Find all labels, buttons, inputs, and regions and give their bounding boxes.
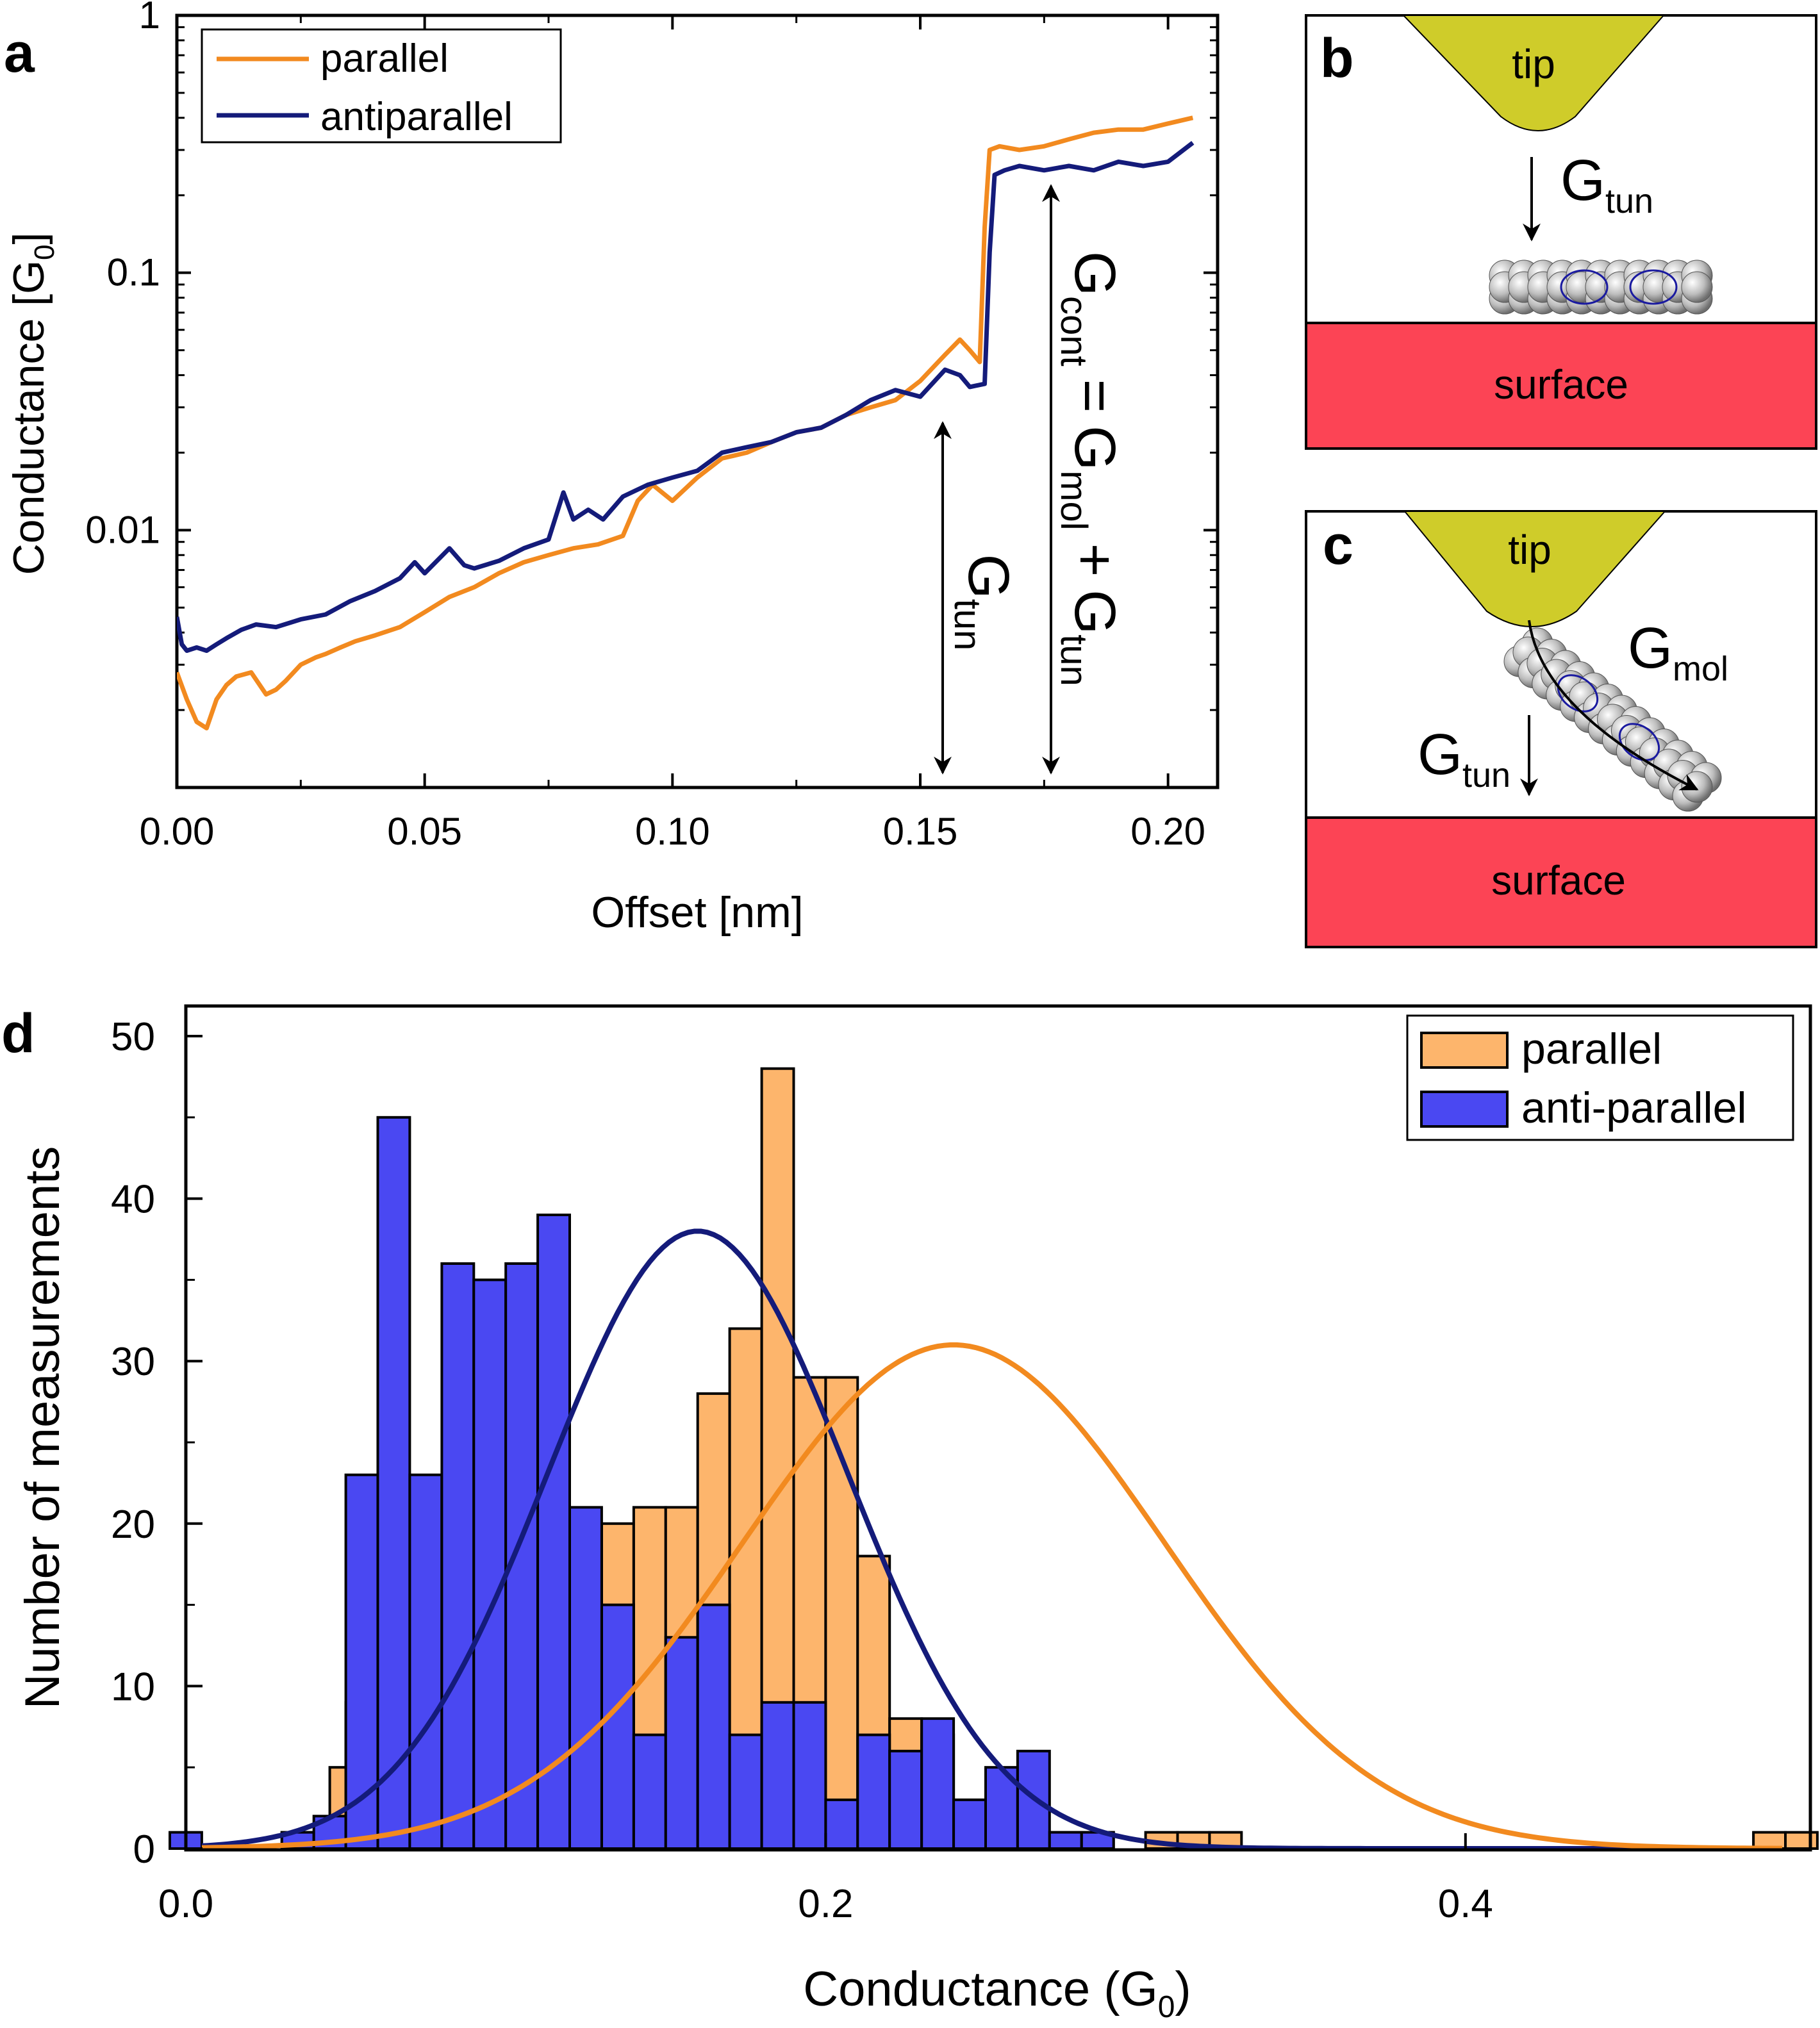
y-axis-title: Conductance [G0] <box>4 233 60 575</box>
ring-outline <box>1618 723 1660 761</box>
legend-swatch-parallel-bar <box>1420 1032 1509 1069</box>
panel-d-plot-frame-overlay <box>184 1004 1812 1852</box>
bar-anti_parallel <box>824 1798 859 1850</box>
bar-anti_parallel <box>632 1733 667 1850</box>
x-tick-label: 0.20 <box>1130 810 1205 853</box>
series-line-parallel <box>177 115 1194 730</box>
x-axis-title-d: Conductance (G0) <box>803 1962 1191 2024</box>
bar-anti_parallel <box>920 1717 956 1851</box>
bar-anti_parallel <box>664 1636 699 1851</box>
x-axis-title: Offset [nm] <box>591 888 803 937</box>
gtun-label-b: Gtun <box>1560 149 1653 220</box>
series-line-antiparallel <box>177 141 1195 653</box>
panel-a-line-chart: a 0.00 0.05 0.10 0.15 0.20 0.01 0.1 1 parallel … <box>4 0 1220 937</box>
gtun-label-c: Gtun <box>1418 723 1510 795</box>
panel-d-axis-ticks <box>185 1035 1467 1850</box>
x-tick-label-d: 0.2 <box>798 1882 853 1926</box>
ring-outline <box>1629 269 1678 305</box>
annotation-gcont-equation: Gcont=Gmol+Gtun <box>1053 251 1127 686</box>
molecule-flat <box>1489 260 1713 315</box>
bar-anti_parallel <box>504 1262 540 1850</box>
bar-anti_parallel <box>696 1603 731 1851</box>
annotation-gtun: Gtun <box>947 554 1020 651</box>
surface-label-c: surface <box>1491 857 1626 903</box>
x-tick-label: 0.00 <box>140 810 215 853</box>
bar-anti_parallel <box>1048 1831 1083 1851</box>
panel-letter-d: d <box>1 1003 35 1064</box>
panel-a-legend: parallel antiparallel <box>201 28 562 144</box>
bar-anti_parallel <box>792 1701 827 1851</box>
x-tick-label-d: 0.0 <box>158 1882 213 1926</box>
legend-label-parallel-d: parallel <box>1521 1025 1662 1073</box>
panel-letter-a: a <box>4 22 35 84</box>
y-tick-label: 0.01 <box>85 508 160 551</box>
y-tick-label-d: 50 <box>111 1015 155 1059</box>
surface-shape-b <box>1305 322 1817 450</box>
ring-outline <box>1560 269 1609 305</box>
x-tick-label: 0.10 <box>635 810 710 853</box>
panel-d-tick-labels: 0.0 0.2 0.4 0 10 20 30 40 50 <box>111 1015 1493 1926</box>
tip-shape-c <box>1403 511 1667 627</box>
gmol-label-c: Gmol <box>1628 616 1728 688</box>
legend-label-antiparallel: antiparallel <box>320 95 513 139</box>
tip-shape-b <box>1402 15 1666 131</box>
bar-parallel <box>824 1376 859 1851</box>
atom <box>1681 271 1713 303</box>
bar-parallel <box>1784 1831 1819 1851</box>
panel-a-tick-labels: 0.00 0.05 0.10 0.15 0.20 0.01 0.1 1 <box>85 0 1205 853</box>
panel-b-schematic: b tip Gtun surface <box>1305 14 1817 450</box>
bar-anti_parallel <box>536 1214 571 1850</box>
bar-anti_parallel <box>856 1733 891 1850</box>
bar-anti_parallel <box>408 1473 443 1850</box>
y-tick-label-d: 20 <box>111 1503 155 1547</box>
bar-anti_parallel <box>760 1701 795 1851</box>
bar-anti_parallel <box>472 1278 508 1850</box>
ring-outline <box>1557 674 1599 713</box>
y-tick-label-d: 10 <box>111 1665 155 1709</box>
bar-anti_parallel <box>888 1749 923 1851</box>
y-tick-label: 0.1 <box>107 251 160 294</box>
bar-anti_parallel <box>344 1473 379 1850</box>
y-axis-title-d: Number of measurements <box>15 1146 70 1710</box>
gmol-curved-arrow <box>1528 620 1699 791</box>
bar-anti_parallel <box>376 1116 411 1850</box>
fit-curve-parallel <box>201 1342 1782 1851</box>
y-tick-label-d: 0 <box>133 1827 155 1872</box>
x-tick-label-d: 0.4 <box>1438 1882 1493 1926</box>
tip-label-b: tip <box>1512 41 1555 87</box>
bar-anti_parallel <box>440 1262 476 1850</box>
y-tick-label-d: 30 <box>111 1340 155 1384</box>
legend-frame <box>201 28 562 144</box>
surface-shape-c <box>1305 816 1817 948</box>
x-tick-label: 0.15 <box>883 810 958 853</box>
panel-letter-b: b <box>1320 28 1354 89</box>
bar-anti_parallel <box>568 1506 603 1850</box>
bar-anti_parallel <box>952 1798 987 1850</box>
legend-label-parallel: parallel <box>320 37 449 81</box>
panel-d-bars <box>169 1067 1819 1851</box>
legend-swatch-anti-parallel-bar <box>1420 1091 1509 1128</box>
surface-label-b: surface <box>1494 361 1628 408</box>
panel-letter-c: c <box>1323 515 1353 576</box>
y-tick-label: 1 <box>139 0 160 37</box>
panel-d-histogram: d 0.0 0.2 0.4 0 10 20 30 40 50 parallel anti-par… <box>1 1003 1819 2024</box>
tip-label-c: tip <box>1508 527 1551 573</box>
panel-d-legend: parallel anti-parallel <box>1406 1014 1794 1141</box>
y-tick-label-d: 40 <box>111 1178 155 1222</box>
bar-anti_parallel <box>728 1733 763 1850</box>
legend-label-anti-parallel-d: anti-parallel <box>1521 1084 1747 1132</box>
x-tick-label: 0.05 <box>387 810 462 853</box>
panel-c-schematic: c tip Gmol Gtun surface <box>1305 510 1817 948</box>
atom <box>1681 771 1713 803</box>
bar-anti_parallel <box>600 1603 635 1851</box>
panel-a-axis-ticks <box>176 14 1218 789</box>
